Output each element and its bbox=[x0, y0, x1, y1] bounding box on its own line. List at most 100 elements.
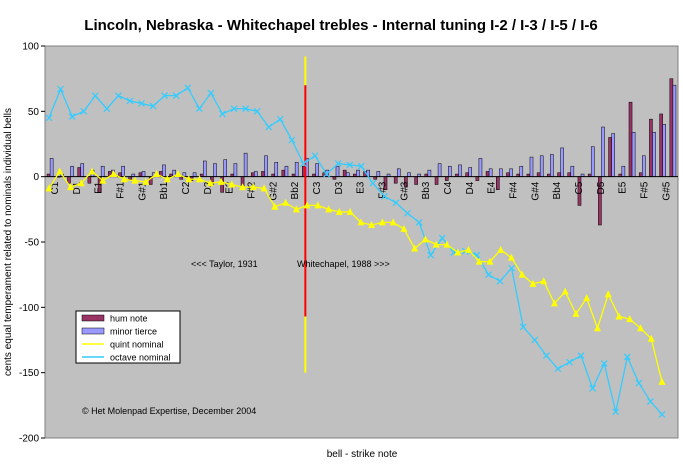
octave-nominal-point bbox=[485, 271, 492, 279]
x-tick-label: F#3 bbox=[378, 181, 389, 199]
quint-nominal-point bbox=[421, 235, 429, 243]
quint-nominal-point bbox=[131, 176, 139, 184]
minor-tierce-bar bbox=[611, 133, 615, 177]
hum-bar bbox=[608, 137, 612, 177]
minor-tierce-bar bbox=[356, 169, 360, 177]
hum-bar bbox=[638, 172, 643, 177]
quint-nominal-point bbox=[464, 245, 472, 253]
octave-nominal-point bbox=[334, 160, 342, 168]
minor-tierce-bar bbox=[437, 163, 442, 177]
minor-tierce-bar bbox=[254, 171, 258, 177]
x-tick-label: G#4 bbox=[530, 181, 541, 200]
y-tick-label: -100 bbox=[19, 303, 39, 314]
hum-bar bbox=[628, 101, 633, 177]
quint-nominal-point bbox=[357, 218, 365, 226]
x-tick-label: E2 bbox=[225, 181, 236, 194]
octave-nominal-point bbox=[219, 110, 226, 118]
hum-bar bbox=[414, 176, 418, 185]
quint-nominal-point bbox=[658, 377, 666, 385]
octave-nominal-point bbox=[415, 218, 423, 226]
x-tick-label: E3 bbox=[356, 181, 367, 194]
quint-nominal-point bbox=[56, 167, 64, 175]
legend-minor-tierce-label: minor tierce bbox=[110, 327, 157, 337]
quint-nominal-point bbox=[443, 240, 451, 248]
x-tick-label: G#1 bbox=[137, 181, 148, 200]
quint-nominal-point bbox=[432, 240, 440, 248]
hum-bar bbox=[557, 172, 561, 177]
minor-tierce-bar bbox=[274, 162, 279, 177]
minor-tierce-bar bbox=[550, 154, 554, 177]
x-tick-label: Bb3 bbox=[421, 181, 432, 199]
quint-nominal-point bbox=[314, 201, 322, 209]
quint-nominal-point bbox=[292, 205, 300, 213]
quint-nominal-point bbox=[99, 176, 107, 184]
quint-nominal-point bbox=[540, 277, 548, 285]
quint-nominal-point bbox=[239, 183, 247, 191]
x-axis-label: bell - strike note bbox=[327, 449, 398, 460]
octave-nominal-point bbox=[357, 162, 365, 170]
minor-tierce-bar bbox=[121, 165, 125, 177]
minor-tierce-bar bbox=[345, 172, 350, 177]
quint-nominal-point bbox=[271, 202, 279, 210]
octave-nominal-point bbox=[519, 323, 527, 331]
x-tick-label: C3 bbox=[312, 181, 323, 194]
hum-bar bbox=[506, 172, 510, 177]
minor-tierce-bar bbox=[662, 124, 667, 177]
plot-area bbox=[44, 45, 679, 439]
quint-nominal-point bbox=[454, 248, 462, 256]
minor-tierce-bar bbox=[621, 165, 626, 177]
x-tick-label: D1 bbox=[72, 181, 83, 194]
minor-tierce-bar bbox=[376, 171, 381, 177]
x-tick-label: F#5 bbox=[639, 181, 650, 199]
x-tick-label: C4 bbox=[443, 181, 454, 194]
x-tick-label: Bb1 bbox=[159, 181, 170, 199]
quint-nominal-point bbox=[196, 175, 204, 183]
octave-nominal-point bbox=[149, 102, 157, 110]
quint-nominal-point bbox=[77, 179, 85, 187]
quint-nominal-point bbox=[249, 183, 257, 191]
quint-nominal-point bbox=[206, 179, 214, 187]
x-tick-label: E1 bbox=[94, 181, 105, 194]
lines-layer bbox=[45, 84, 666, 418]
octave-nominal-point bbox=[612, 408, 620, 416]
minor-tierce-bar bbox=[294, 162, 299, 177]
minor-tierce-bar bbox=[223, 159, 227, 177]
legend-hum-note-swatch bbox=[81, 314, 105, 322]
octave-nominal-point bbox=[600, 360, 608, 367]
quint-nominal-point bbox=[497, 245, 505, 253]
hum-bar bbox=[250, 172, 255, 177]
hum-bar bbox=[138, 172, 143, 177]
quint-nominal-point bbox=[303, 201, 311, 209]
minor-tierce-bar bbox=[570, 165, 575, 177]
quint-nominal-point bbox=[88, 167, 96, 175]
x-tick-label: D2 bbox=[203, 181, 214, 194]
hum-bar bbox=[281, 169, 286, 177]
octave-nominal-point bbox=[172, 92, 180, 100]
octave-nominal-point bbox=[508, 264, 516, 272]
octave-nominal-point bbox=[380, 192, 388, 200]
minor-tierce-bar bbox=[264, 155, 268, 177]
minor-tierce-bar bbox=[560, 147, 564, 177]
minor-tierce-bar bbox=[100, 165, 105, 177]
minor-tierce-bar bbox=[315, 163, 319, 177]
x-tick-label: G#2 bbox=[268, 181, 279, 200]
y-tick-label: 100 bbox=[22, 42, 39, 53]
hum-bar bbox=[261, 171, 265, 177]
octave-nominal-point bbox=[577, 352, 585, 360]
hum-bar bbox=[77, 167, 81, 177]
octave-nominal-point bbox=[57, 85, 64, 93]
x-tick-label: F#4 bbox=[508, 181, 519, 199]
octave-nominal-point bbox=[80, 107, 88, 115]
quint-nominal-point bbox=[45, 184, 53, 192]
minor-tierce-bar bbox=[488, 168, 493, 177]
quint-nominal-point bbox=[475, 257, 483, 265]
quint-nominal-point bbox=[67, 183, 75, 191]
octave-nominal-point bbox=[658, 411, 666, 418]
hum-bar bbox=[444, 176, 449, 181]
octave-nominal-point bbox=[438, 234, 446, 242]
quint-nominal-point bbox=[518, 270, 526, 278]
minor-tierce-bar bbox=[427, 169, 432, 177]
octave-nominal-point bbox=[184, 84, 192, 92]
x-tick-label: Bb4 bbox=[552, 181, 563, 199]
